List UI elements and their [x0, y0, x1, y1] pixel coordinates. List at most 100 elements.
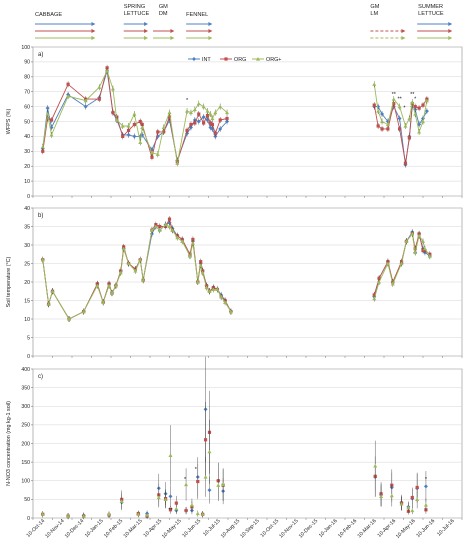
- data-point: [114, 118, 119, 122]
- rotation-arrowhead: [208, 22, 213, 26]
- data-point: [403, 123, 408, 128]
- data-point: [210, 116, 215, 121]
- data-point: [196, 119, 201, 124]
- data-point: [373, 463, 378, 468]
- data-point: [372, 293, 376, 297]
- data-point: [380, 112, 385, 117]
- rotation-arrowhead: [448, 29, 453, 33]
- data-point: [119, 499, 124, 503]
- y-tick-label: 100: [21, 479, 30, 485]
- data-point: [423, 502, 428, 507]
- data-point: [105, 68, 110, 73]
- crop-label: DM: [159, 11, 168, 17]
- data-point: [132, 112, 137, 116]
- data-point: [81, 514, 86, 518]
- rotation-arrowhead: [208, 36, 213, 40]
- data-point: [205, 113, 210, 118]
- data-point: [407, 116, 412, 121]
- y-tick-label: 20: [24, 280, 30, 286]
- y-tick-label: 80: [24, 75, 30, 81]
- data-point: [174, 506, 179, 511]
- data-point: [202, 121, 206, 125]
- data-point: [213, 131, 217, 136]
- y-tick-label: 60: [24, 104, 30, 110]
- y-tick-label: 350: [21, 385, 30, 391]
- crop-label: GM: [370, 4, 379, 10]
- data-point: [200, 270, 205, 275]
- y-tick-label: 50: [24, 119, 30, 125]
- data-point: [109, 291, 114, 295]
- data-point: [185, 109, 190, 113]
- data-point: [161, 125, 166, 130]
- crop-label: CABBAGE: [35, 12, 62, 18]
- y-tick-label: 200: [21, 441, 30, 447]
- crop-label: LETTUCE: [124, 11, 150, 17]
- data-point: [228, 309, 233, 314]
- data-point: [187, 254, 192, 258]
- data-point: [40, 257, 45, 262]
- data-point: [208, 125, 213, 130]
- panel-2: 0 5 10 15 20 25 30 35 40 Soil temperature (°C) b): [6, 206, 463, 360]
- data-point: [158, 224, 162, 229]
- data-point: [192, 107, 197, 112]
- data-point: [97, 97, 101, 101]
- data-point: [167, 115, 172, 119]
- rotation-arrowhead: [401, 29, 406, 33]
- panel-label: c): [38, 374, 43, 380]
- y-tick-label: 10: [24, 317, 30, 323]
- x-tick-label: 10-Mar-16: [356, 518, 377, 539]
- panel-label: b): [38, 213, 43, 219]
- legend-entry: INT: [202, 57, 211, 63]
- y-tick-label: 40: [24, 134, 30, 140]
- data-point: [120, 123, 125, 128]
- data-point: [40, 144, 45, 149]
- data-point: [218, 104, 223, 109]
- data-point: [399, 261, 404, 266]
- data-point: [180, 239, 185, 243]
- rotation-arrowhead: [208, 29, 213, 33]
- data-point: [221, 482, 226, 487]
- series-org-plus: [40, 221, 432, 322]
- y-tick-label: 20: [24, 164, 30, 170]
- data-point: [207, 449, 212, 454]
- data-point: [397, 104, 402, 109]
- series-org-plus: [40, 419, 428, 520]
- data-point: [410, 495, 414, 500]
- data-point: [397, 116, 402, 121]
- series-org-plus: [40, 67, 429, 167]
- significance-mark: *: [186, 98, 189, 104]
- y-tick-label: 400: [21, 367, 30, 373]
- data-point: [417, 129, 422, 134]
- data-point: [46, 116, 50, 121]
- rotation-arrowhead: [170, 36, 175, 40]
- data-point: [140, 125, 145, 130]
- data-point: [50, 289, 55, 293]
- data-point: [193, 121, 197, 125]
- data-point: [95, 283, 100, 288]
- data-point: [413, 112, 418, 116]
- rotation-arrowhead: [91, 29, 96, 33]
- data-point: [377, 276, 381, 280]
- data-point: [156, 495, 161, 500]
- data-point: [121, 246, 126, 251]
- data-point: [380, 127, 384, 131]
- panel-label: a): [38, 52, 43, 58]
- data-point: [413, 250, 418, 254]
- x-tick-label: 10-Jan-15: [84, 518, 105, 539]
- data-point: [150, 155, 154, 159]
- data-point: [380, 119, 385, 124]
- data-point: [97, 85, 102, 89]
- data-point: [421, 119, 425, 124]
- x-axis-date-labels: 10-Oct-1410-Nov-1410-Dec-1410-Jan-1510-F…: [26, 518, 456, 540]
- data-point: [203, 438, 208, 442]
- data-point: [208, 121, 213, 125]
- data-point: [138, 140, 143, 144]
- data-point: [225, 116, 229, 121]
- y-tick-label: 5: [27, 335, 30, 341]
- data-point: [170, 228, 175, 232]
- x-tick-label: 10-Aug-15: [220, 518, 241, 539]
- data-point: [199, 260, 203, 264]
- data-point: [406, 505, 411, 510]
- significance-mark: **: [392, 92, 397, 98]
